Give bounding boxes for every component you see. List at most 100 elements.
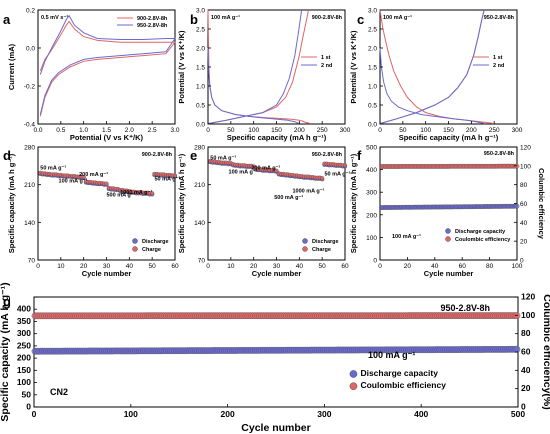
y2-tick-label: 40: [520, 220, 528, 227]
legend-marker: [302, 238, 308, 244]
y-tick-label: 70: [28, 258, 36, 265]
y-tick-label: 0: [373, 258, 377, 265]
charge-discharge-curve-3: [207, 9, 303, 125]
x-tick-label: 50: [319, 263, 327, 270]
x-axis-label: Cycle number: [241, 422, 310, 434]
coulombic-efficiency-series: [379, 163, 520, 169]
y2-tick-label: 80: [520, 182, 528, 189]
y-tick-label: 200: [17, 353, 31, 363]
y-tick-label: 0.2: [26, 8, 35, 15]
sample-label: 950-2.8V-8h: [312, 152, 343, 158]
y-axis-label: Potential (V vs K⁺/K): [177, 30, 186, 104]
y-tick-label: 1.0: [196, 84, 205, 91]
legend-label: 900-2.8V-8h: [137, 16, 168, 22]
y2-axis-label: Columbic efficiency: [537, 168, 546, 240]
charge-point: [81, 175, 86, 180]
x-axis-label: Cycle number: [252, 269, 302, 278]
cv-curve-0: [39, 20, 177, 117]
y-axis-label: Specific capacity (mA h g⁻¹): [0, 282, 11, 421]
charge-discharge-curve-1: [207, 9, 309, 125]
rate-label: 50 mA g⁻¹: [154, 175, 180, 182]
panel-letter: a: [3, 12, 11, 27]
charge-point: [104, 181, 109, 186]
y-tick-label: 400: [17, 304, 31, 314]
scan-rate-label: 0.5 mV s⁻¹: [41, 14, 68, 21]
legend-marker: [445, 236, 451, 242]
y-tick-label: 0.0: [196, 122, 205, 129]
x-tick-label: 10: [57, 263, 65, 270]
legend-label: 950-2.8V-8h: [137, 23, 168, 29]
y-tick-label: 0: [26, 402, 31, 412]
y-tick-label: 1.5: [368, 65, 377, 72]
y-axis-label: Potential (V vs K⁺/K): [349, 30, 358, 104]
y-tick-label: 200: [366, 212, 377, 219]
legend-label: Coulombic efficiency: [360, 380, 446, 390]
x-tick-label: 40: [296, 263, 304, 270]
sample-label: 900-2.8V-8h: [142, 152, 173, 158]
legend-marker: [302, 246, 308, 252]
legend-label: Discharge capacity: [360, 368, 438, 378]
x-tick-label: 40: [126, 263, 134, 270]
y2-axis-label: Columbic efficiency(%): [541, 294, 550, 410]
charge-point: [172, 173, 178, 178]
x-tick-label: 2.5: [148, 127, 157, 134]
charge-discharge-curve-3: [379, 9, 485, 125]
plot-frame-f: [379, 146, 518, 261]
y-tick-label: 350: [17, 316, 31, 326]
x-tick-label: 400: [414, 409, 428, 419]
x-axis-label: Potential (V vs K⁺/K): [70, 133, 144, 142]
y-tick-label: 500: [366, 145, 377, 152]
y-tick-label: 0.5: [196, 103, 205, 110]
x-tick-label: 250: [489, 127, 500, 134]
x-tick-label: 0: [32, 409, 37, 419]
x-tick-label: 0: [36, 263, 40, 270]
x-tick-label: 100: [124, 409, 138, 419]
x-axis-label: Specific capacity (mA h g⁻¹): [399, 133, 499, 142]
charge-discharge-curve-2: [379, 47, 486, 125]
panel-letter: e: [190, 148, 197, 163]
y-tick-label: 280: [194, 145, 205, 152]
sample-label: 950-2.8V-8h: [484, 151, 515, 157]
x-tick-label: 50: [227, 127, 235, 134]
legend-label: Discharge capacity: [455, 229, 506, 235]
y-tick-label: 250: [17, 340, 31, 350]
y2-tick-label: 0: [521, 402, 526, 412]
sample-label: 900-2.8V-8h: [312, 15, 343, 21]
legend-marker: [349, 370, 358, 378]
x-tick-label: 20: [404, 263, 412, 270]
y-axis-label: Specific capacity (mA h g⁻¹): [349, 153, 358, 253]
y-tick-label: -0.4: [24, 122, 36, 129]
y-tick-label: 2.5: [196, 27, 205, 34]
charge-point: [150, 191, 155, 196]
x-tick-label: 0.5: [56, 127, 65, 134]
y2-tick-label: 120: [521, 292, 535, 302]
rate-label: 1000 mA g⁻¹: [120, 189, 152, 196]
y2-tick-label: 120: [520, 145, 531, 152]
legend-label: 1 st: [321, 55, 331, 61]
y2-tick-label: 40: [521, 365, 531, 375]
discharge-capacity-series: [379, 203, 520, 210]
sample-label: 950-2.8V-8h: [484, 15, 515, 21]
x-tick-label: 200: [221, 409, 235, 419]
panel-letter: f: [357, 148, 362, 163]
panel-letter: d: [3, 148, 11, 163]
y-tick-label: 50: [22, 389, 32, 399]
legend-label: Discharge: [312, 239, 339, 245]
x-tick-label: 100: [248, 127, 259, 134]
x-tick-label: 300: [512, 127, 523, 134]
x-tick-label: 1.0: [79, 127, 88, 134]
rate-label: 1000 mA g⁻¹: [292, 188, 324, 195]
rate-label: 500 mA g⁻¹: [274, 194, 303, 201]
charge-discharge-curve-0: [379, 9, 495, 125]
y-tick-label: 2.5: [368, 27, 377, 34]
y-tick-label: 0.0: [368, 122, 377, 129]
legend-label: Discharge: [142, 239, 169, 245]
rate-label: 50 mA g⁻¹: [40, 165, 66, 172]
data-point: [514, 203, 520, 209]
x-tick-label: 300: [317, 409, 331, 419]
y-tick-label: 0.5: [368, 103, 377, 110]
x-tick-label: 100: [420, 127, 431, 134]
y-tick-label: 150: [17, 365, 31, 375]
y2-tick-label: 0: [520, 258, 524, 265]
y-tick-label: 1.5: [196, 65, 205, 72]
